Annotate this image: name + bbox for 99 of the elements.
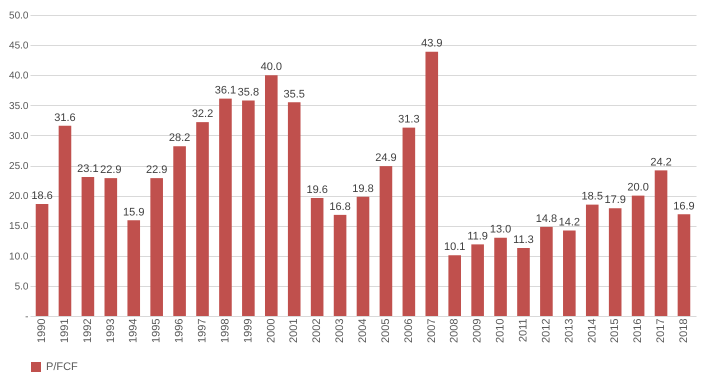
y-tick-label: - [25,312,28,322]
bar [127,220,140,316]
y-tick-label: 45.0 [9,40,29,52]
data-label: 43.9 [421,38,442,50]
bar [678,214,690,316]
y-tick-label: 40.0 [9,70,29,82]
bar [448,255,462,316]
x-tick-label: 2015 [609,318,622,343]
data-label: 31.3 [398,114,420,126]
data-label: 22.9 [100,164,122,176]
bar [471,244,484,316]
x-tick-label: 1995 [150,318,163,343]
bar [540,226,553,316]
bar [150,178,163,316]
x-tick-label: 1990 [36,318,48,343]
data-label: 13.0 [490,224,512,236]
data-label: 35.8 [238,86,260,98]
data-label: 16.9 [673,200,695,212]
data-label: 19.6 [306,184,328,196]
y-tick-label: 20.0 [9,191,29,202]
y-tick-label: 15.0 [9,221,29,232]
bar [264,75,278,316]
x-tick-label: 2010 [494,318,507,343]
data-label: 32.2 [192,108,214,120]
x-tick-label: 2001 [288,318,300,343]
bar [58,126,72,316]
data-label: 17.9 [604,194,626,206]
data-label: 11.3 [513,234,534,246]
y-tick-label: 25.0 [9,161,29,172]
bar [36,204,48,316]
bar [517,248,530,316]
bar [219,98,232,316]
x-tick-label: 1993 [104,318,117,343]
data-label: 36.1 [214,84,236,97]
data-label: 28.2 [168,132,190,144]
bar [242,100,255,316]
data-label: 14.2 [558,216,580,229]
data-label: 15.9 [123,206,144,218]
bar [586,204,599,316]
x-tick-label: 2000 [265,318,278,343]
x-tick-label: 2014 [586,318,598,343]
x-tick-label: 1998 [219,318,232,343]
legend-label: P/FCF [46,361,78,373]
bar [563,230,576,316]
x-tick-label: 2003 [334,318,346,343]
data-label: 23.1 [77,162,99,175]
x-tick-label: 2008 [448,318,461,343]
bar [425,52,438,316]
y-tick-label: 30.0 [9,130,29,142]
bar [356,196,370,316]
x-tick-label: 2004 [357,318,369,343]
x-tick-label: 2018 [678,318,690,343]
bar [334,214,346,316]
x-tick-label: 1999 [242,318,254,343]
bar [380,166,392,316]
bar [608,208,622,316]
x-tick-label: 2009 [472,318,484,343]
data-label: 24.9 [375,152,397,164]
bar [288,102,301,316]
x-tick-label: 1992 [82,318,94,343]
data-label: 18.6 [31,190,53,202]
x-tick-label: 2011 [517,318,530,342]
bar [402,128,416,316]
bar [196,122,209,316]
x-tick-label: 2017 [655,318,668,343]
x-tick-label: 1991 [58,318,71,343]
x-tick-label: 2007 [426,318,438,343]
data-label: 31.6 [54,112,76,124]
data-label: 20.0 [627,182,649,194]
bar [82,176,94,316]
bar [654,170,668,316]
y-tick-label: 10.0 [9,251,29,262]
bar [173,146,186,316]
x-tick-label: 1997 [196,318,209,343]
data-label: 16.8 [329,200,351,213]
x-tick-label: 2016 [632,318,644,343]
data-label: 35.5 [284,88,305,100]
data-label: 24.2 [650,156,672,168]
x-tick-label: 2013 [563,318,576,343]
bar [494,238,507,316]
bar [632,196,644,316]
bar [310,198,324,316]
data-label: 10.1 [444,241,466,254]
x-tick-label: 2006 [402,318,415,343]
x-tick-label: 2012 [540,318,552,343]
data-label: 19.8 [352,182,374,195]
data-label: 40.0 [260,61,282,74]
x-tick-label: 2005 [380,318,392,343]
data-label: 11.9 [467,230,488,242]
data-label: 14.8 [536,212,558,225]
x-tick-label: 1994 [128,318,140,343]
x-tick-label: 2002 [311,318,324,343]
data-label: 18.5 [582,190,603,203]
x-tick-label: 1996 [174,318,186,343]
y-tick-label: 5.0 [14,281,29,292]
y-tick-label: 35.0 [9,100,29,112]
data-label: 22.9 [146,164,168,176]
bar [104,178,118,316]
y-tick-label: 50.0 [9,10,29,22]
